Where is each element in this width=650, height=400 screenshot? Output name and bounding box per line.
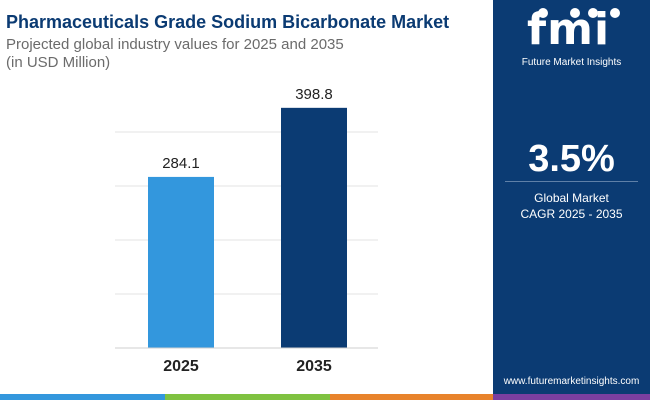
- footer-segment-purple: [493, 394, 650, 400]
- data-label-2025: 284.1: [162, 155, 200, 172]
- chart-subtitle: Projected global industry values for 202…: [6, 36, 446, 72]
- fmi-logo-icon: [538, 8, 620, 18]
- bar-2035: [281, 107, 347, 349]
- sidebar-panel: fmi Future Market Insights 3.5% Global M…: [493, 0, 650, 394]
- bar-2025: [148, 176, 214, 348]
- cagr-label-line-1: Global Market: [534, 191, 609, 205]
- cagr-label-line-2: CAGR 2025 - 2035: [520, 207, 623, 221]
- logo-company-name: Future Market Insights: [521, 57, 622, 68]
- subtitle-line-2: (in USD Million): [6, 54, 111, 71]
- footer-segment-green: [165, 394, 330, 400]
- footer-segment-blue: [0, 394, 165, 400]
- chart-title: Pharmaceuticals Grade Sodium Bicarbonate…: [6, 12, 450, 32]
- logo-mark: fmi: [527, 4, 611, 55]
- bar-chart: 284.1 2025 398.8 2035: [115, 86, 378, 375]
- data-label-2035: 398.8: [295, 86, 333, 103]
- cagr-value: 3.5%: [528, 138, 615, 180]
- website-link[interactable]: www.futuremarketinsights.com: [503, 376, 640, 387]
- subtitle-line-1: Projected global industry values for 202…: [6, 36, 344, 53]
- x-tick-label-2035: 2035: [296, 358, 332, 375]
- cagr-label: Global Market CAGR 2025 - 2035: [493, 190, 650, 222]
- footer-color-bar: [0, 394, 650, 400]
- footer-segment-orange: [330, 394, 493, 400]
- x-tick-label-2025: 2025: [163, 358, 199, 375]
- cagr-divider: [505, 181, 638, 182]
- logo: fmi Future Market Insights: [493, 0, 650, 75]
